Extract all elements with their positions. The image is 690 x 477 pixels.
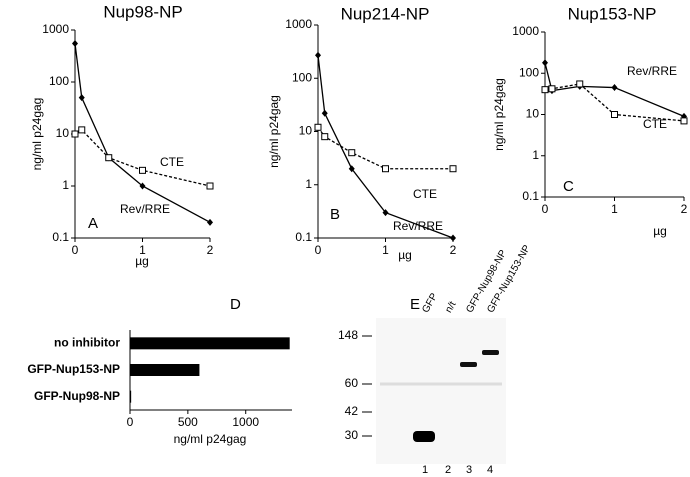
marker-label: 60 bbox=[345, 376, 359, 390]
y-tick-label: 1000 bbox=[512, 24, 539, 38]
panel-label: D bbox=[230, 296, 241, 313]
series-line bbox=[74, 129, 211, 187]
x-tick-label: 2 bbox=[450, 243, 457, 257]
y-tick-label: 0.1 bbox=[52, 230, 69, 244]
data-point bbox=[321, 109, 328, 117]
x-axis-label: ng/ml p24gag bbox=[174, 432, 247, 446]
x-tick-label: 500 bbox=[178, 415, 198, 429]
lane-label: GFP bbox=[420, 291, 440, 315]
panel-label: B bbox=[330, 206, 340, 223]
series-label: Rev/RRE bbox=[393, 219, 443, 233]
series-label: Rev/RRE bbox=[627, 64, 677, 78]
data-point bbox=[382, 209, 389, 217]
data-point bbox=[542, 59, 548, 67]
data-point bbox=[541, 86, 549, 94]
data-point bbox=[449, 165, 457, 173]
x-tick-label: 1 bbox=[382, 243, 389, 257]
data-point bbox=[450, 234, 456, 242]
marker-label: 30 bbox=[345, 428, 359, 442]
panel-label: E bbox=[410, 296, 420, 313]
category-label: GFP-Nup98-NP bbox=[34, 389, 120, 403]
data-point bbox=[680, 117, 688, 125]
y-tick-label: 1 bbox=[532, 148, 539, 162]
series-label: CTE bbox=[413, 187, 437, 201]
data-point bbox=[78, 94, 85, 102]
data-point bbox=[139, 166, 146, 174]
x-tick-label: 0 bbox=[542, 202, 549, 216]
panel-label: A bbox=[88, 215, 98, 232]
y-tick-label: 1 bbox=[62, 178, 69, 192]
y-tick-label: 10 bbox=[299, 124, 313, 138]
data-point bbox=[348, 149, 356, 157]
lane-label: n/t bbox=[443, 299, 458, 314]
y-tick-label: 1000 bbox=[42, 22, 69, 36]
marker-label: 42 bbox=[345, 404, 359, 418]
y-tick-label: 100 bbox=[292, 70, 312, 84]
y-tick-label: 100 bbox=[49, 74, 69, 88]
y-axis-label: ng/ml p24gag bbox=[267, 95, 281, 168]
y-tick-label: 10 bbox=[526, 107, 540, 121]
lane-number: 2 bbox=[445, 464, 451, 476]
x-axis-label: µg bbox=[135, 254, 149, 268]
category-label: GFP-Nup153-NP bbox=[27, 362, 120, 376]
y-tick-label: 100 bbox=[519, 65, 539, 79]
blot-membrane bbox=[376, 318, 506, 464]
x-tick-label: 2 bbox=[207, 243, 214, 257]
y-tick-label: 10 bbox=[56, 126, 70, 140]
lane-number: 4 bbox=[487, 464, 493, 476]
x-tick-label: 0 bbox=[72, 243, 79, 257]
bar bbox=[130, 390, 132, 403]
series-label: CTE bbox=[643, 117, 667, 131]
data-point bbox=[576, 80, 584, 88]
data-point bbox=[315, 51, 321, 59]
series-line bbox=[317, 126, 453, 170]
data-point bbox=[611, 111, 618, 118]
x-tick-label: 0 bbox=[127, 415, 134, 429]
x-axis-label: µg bbox=[398, 248, 412, 262]
x-tick-label: 1 bbox=[139, 243, 146, 257]
western-blot: E bbox=[376, 296, 506, 464]
series-label: Rev/RRE bbox=[120, 202, 170, 216]
x-tick-label: 2 bbox=[681, 202, 688, 216]
band bbox=[413, 431, 435, 442]
lane-number: 3 bbox=[466, 464, 472, 476]
x-tick-label: 0 bbox=[315, 243, 322, 257]
data-point bbox=[72, 40, 78, 48]
y-axis-label: ng/ml p24gag bbox=[30, 98, 44, 171]
data-point bbox=[78, 126, 86, 134]
chart-title: Nup153-NP bbox=[568, 4, 657, 23]
data-point bbox=[348, 165, 355, 173]
chart-title: Nup214-NP bbox=[341, 4, 430, 23]
y-tick-label: 1000 bbox=[285, 17, 312, 31]
marker-label: 148 bbox=[338, 328, 358, 342]
data-point bbox=[321, 133, 329, 141]
lane-number: 1 bbox=[422, 464, 428, 476]
x-tick-label: 1000 bbox=[232, 415, 259, 429]
y-tick-label: 0.1 bbox=[295, 230, 312, 244]
data-point bbox=[314, 123, 322, 131]
data-point bbox=[206, 182, 214, 190]
band bbox=[482, 350, 499, 355]
y-tick-label: 1 bbox=[305, 177, 312, 191]
data-point bbox=[105, 154, 113, 162]
data-point bbox=[139, 182, 146, 190]
data-point bbox=[548, 85, 556, 93]
panel-label: C bbox=[563, 178, 574, 195]
data-point bbox=[207, 218, 213, 226]
x-axis-label: µg bbox=[653, 224, 667, 238]
bar bbox=[130, 337, 290, 350]
category-label: no inhibitor bbox=[54, 336, 120, 350]
data-point bbox=[382, 165, 389, 173]
series-line bbox=[74, 43, 211, 223]
y-axis-label: ng/ml p24gag bbox=[492, 78, 506, 151]
bar bbox=[130, 364, 200, 376]
y-tick-label: 0.1 bbox=[522, 189, 539, 203]
band bbox=[460, 362, 477, 367]
data-point bbox=[71, 130, 79, 138]
series-label: CTE bbox=[160, 155, 184, 169]
data-point bbox=[611, 84, 618, 92]
x-tick-label: 1 bbox=[611, 202, 618, 216]
chart-title: Nup98-NP bbox=[103, 2, 182, 21]
